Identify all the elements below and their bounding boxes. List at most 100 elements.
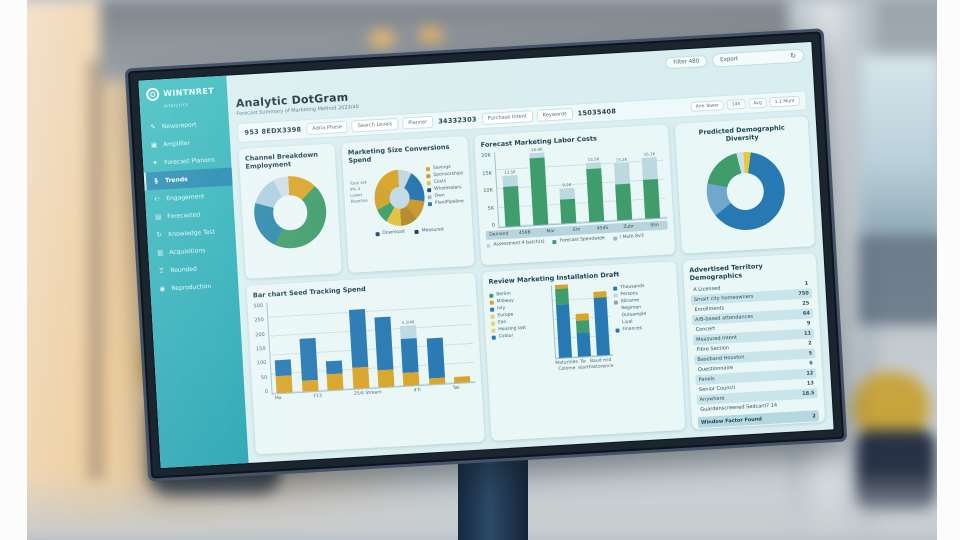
bar [454, 376, 471, 384]
y-tick: 0 [491, 222, 496, 229]
sidebar-item-label: Acquisitions [169, 246, 206, 256]
sidebar-item[interactable]: ◉ Reproduction [150, 275, 239, 298]
toolbar-mini-button[interactable]: Avg [748, 97, 768, 109]
bar [274, 359, 293, 394]
toolbar-mini-buttons: Ann Tower 14h Avg 1.1 Munt [690, 95, 800, 112]
filter-button[interactable]: Filter 480 [665, 54, 708, 70]
bar-value-label: 18.8K [530, 146, 543, 153]
legend-swatch [615, 321, 619, 325]
legend-item: Colour [491, 332, 550, 340]
toolbar-button[interactable]: Search Levels [351, 117, 399, 133]
legend-label: Costs [433, 179, 447, 186]
legend-label: Köname [620, 298, 640, 305]
legend-swatch [615, 328, 620, 333]
row-label: A Licensed [693, 285, 721, 294]
bar: 16.1K [642, 151, 661, 219]
main-area: Filter 480 Export ↻ Analytic DotGram For… [226, 42, 833, 463]
sidebar-item-icon: ✦ [152, 158, 159, 168]
monitor-stand [458, 455, 528, 540]
toolbar-button[interactable]: Planner [401, 115, 434, 130]
toolbar-mini-button[interactable]: Ann Tower [690, 100, 725, 112]
card-installation-draft: Review Marketing Installation Draft Berl… [481, 261, 686, 441]
toolbar-buttons-2: Purchase Intent Keywords [481, 107, 574, 126]
image-border-left [0, 0, 27, 540]
chart-mid: Maturities Colome Tw start Baud mid Fastor… [550, 282, 614, 372]
plot-area [550, 282, 614, 360]
bar [325, 360, 344, 391]
monitor-screen: WINTNRET analytics ✎ Newsreport ▣ [137, 40, 835, 470]
refresh-icon[interactable]: ↻ [789, 51, 797, 61]
donut-chart [704, 150, 787, 233]
legend-label: Europe [497, 312, 514, 319]
legend-item: Wholesalers [427, 185, 464, 192]
bar-value-label: 16.1K [643, 151, 656, 157]
legend-swatch [615, 314, 619, 318]
y-tick: 20K [481, 152, 492, 160]
bar: 15.5K [586, 156, 605, 223]
x-label: Maturities Colome [555, 360, 578, 372]
card-title: Channel Breakdown Employment [244, 150, 319, 171]
data-table: A Licensed 1 Smart city homeowners 750 [690, 279, 818, 416]
sidebar-item-label: Newsreport [161, 120, 197, 130]
legend-right: Thousands Persons [613, 279, 676, 369]
bar: 4.2/48 [400, 319, 420, 387]
legend-swatch [375, 231, 380, 237]
logo-icon [145, 87, 160, 102]
toolbar-button[interactable]: Keywords [536, 107, 574, 122]
x-label: 4545 [596, 226, 609, 232]
bar-chart: 20K 15K 10K 5K 0 13.5K 18.8K 9.2K 15.5K 15.2K 16.… [481, 142, 668, 229]
row-value: 2 [807, 340, 812, 347]
row-label: Anywhere [699, 395, 725, 404]
row-value: 25 [802, 300, 810, 308]
legend-label: Finances [622, 326, 643, 333]
legend-swatch [426, 173, 431, 179]
row-label: Fibre Section [696, 345, 730, 354]
toolbar-button[interactable]: Adria Phase [306, 120, 349, 136]
y-tick: 15K [482, 170, 493, 177]
bar [593, 291, 610, 356]
legend-swatch [491, 328, 496, 333]
image-border-right [937, 0, 960, 540]
legend-swatch [486, 243, 491, 248]
legend-item: Measured [414, 227, 444, 235]
row-label: Measured Intent [696, 334, 738, 344]
sidebar-item-icon: ◉ [159, 284, 166, 293]
legend-label: Colour [498, 333, 514, 340]
legend-label: Outsample [621, 312, 647, 319]
row-value: 13 [806, 380, 815, 387]
legend-label: Thousands [619, 284, 645, 291]
bar [554, 284, 573, 359]
legend-label: Ean [497, 320, 507, 326]
toolbar-button[interactable]: Purchase Intent [481, 110, 534, 126]
x-label: Twi [452, 385, 460, 392]
card-grid: Channel Breakdown Employment Marketing S… [238, 116, 826, 455]
toolbar-buttons-1: Adria Phase Search Levels Planner [306, 115, 434, 136]
legend-label: Measured [421, 227, 444, 234]
sidebar-item-icon: ▤ [154, 212, 162, 221]
legend-swatch [490, 321, 496, 326]
logo-text: WINTNRET [162, 86, 215, 99]
y-tick: 200 [255, 331, 265, 339]
toolbar-spacer [621, 107, 686, 111]
x-label: 4'h [413, 388, 421, 394]
legend-swatch [613, 300, 619, 305]
sidebar-item-label: Trends [164, 175, 188, 184]
row-value: 64 [802, 310, 811, 318]
row-label: Concert [695, 326, 716, 334]
legend-label: Persons [620, 291, 639, 298]
row-label: Guardenscreened Sedcant? 14 [700, 402, 778, 414]
bar-value-label: 4.2/48 [401, 319, 415, 326]
right-window-sill [858, 235, 948, 325]
sidebar-item-label: Forecast Planons [163, 155, 215, 166]
toolbar-mini-button[interactable]: 14h [726, 98, 746, 110]
bar [299, 338, 319, 392]
bar-value-label: 15.5K [587, 156, 600, 163]
toolbar-mini-button[interactable]: 1.1 Munt [769, 95, 800, 108]
row-label: Enrollments [694, 305, 725, 314]
legend-label: Midway [496, 298, 514, 305]
x-label: Demand [489, 231, 509, 238]
plot-area: 4.2/48 [265, 291, 476, 395]
x-label: IEm [650, 223, 660, 229]
legend-label: Sponsorships [433, 171, 464, 179]
legend-label: Plan/Pipeline [434, 199, 464, 207]
